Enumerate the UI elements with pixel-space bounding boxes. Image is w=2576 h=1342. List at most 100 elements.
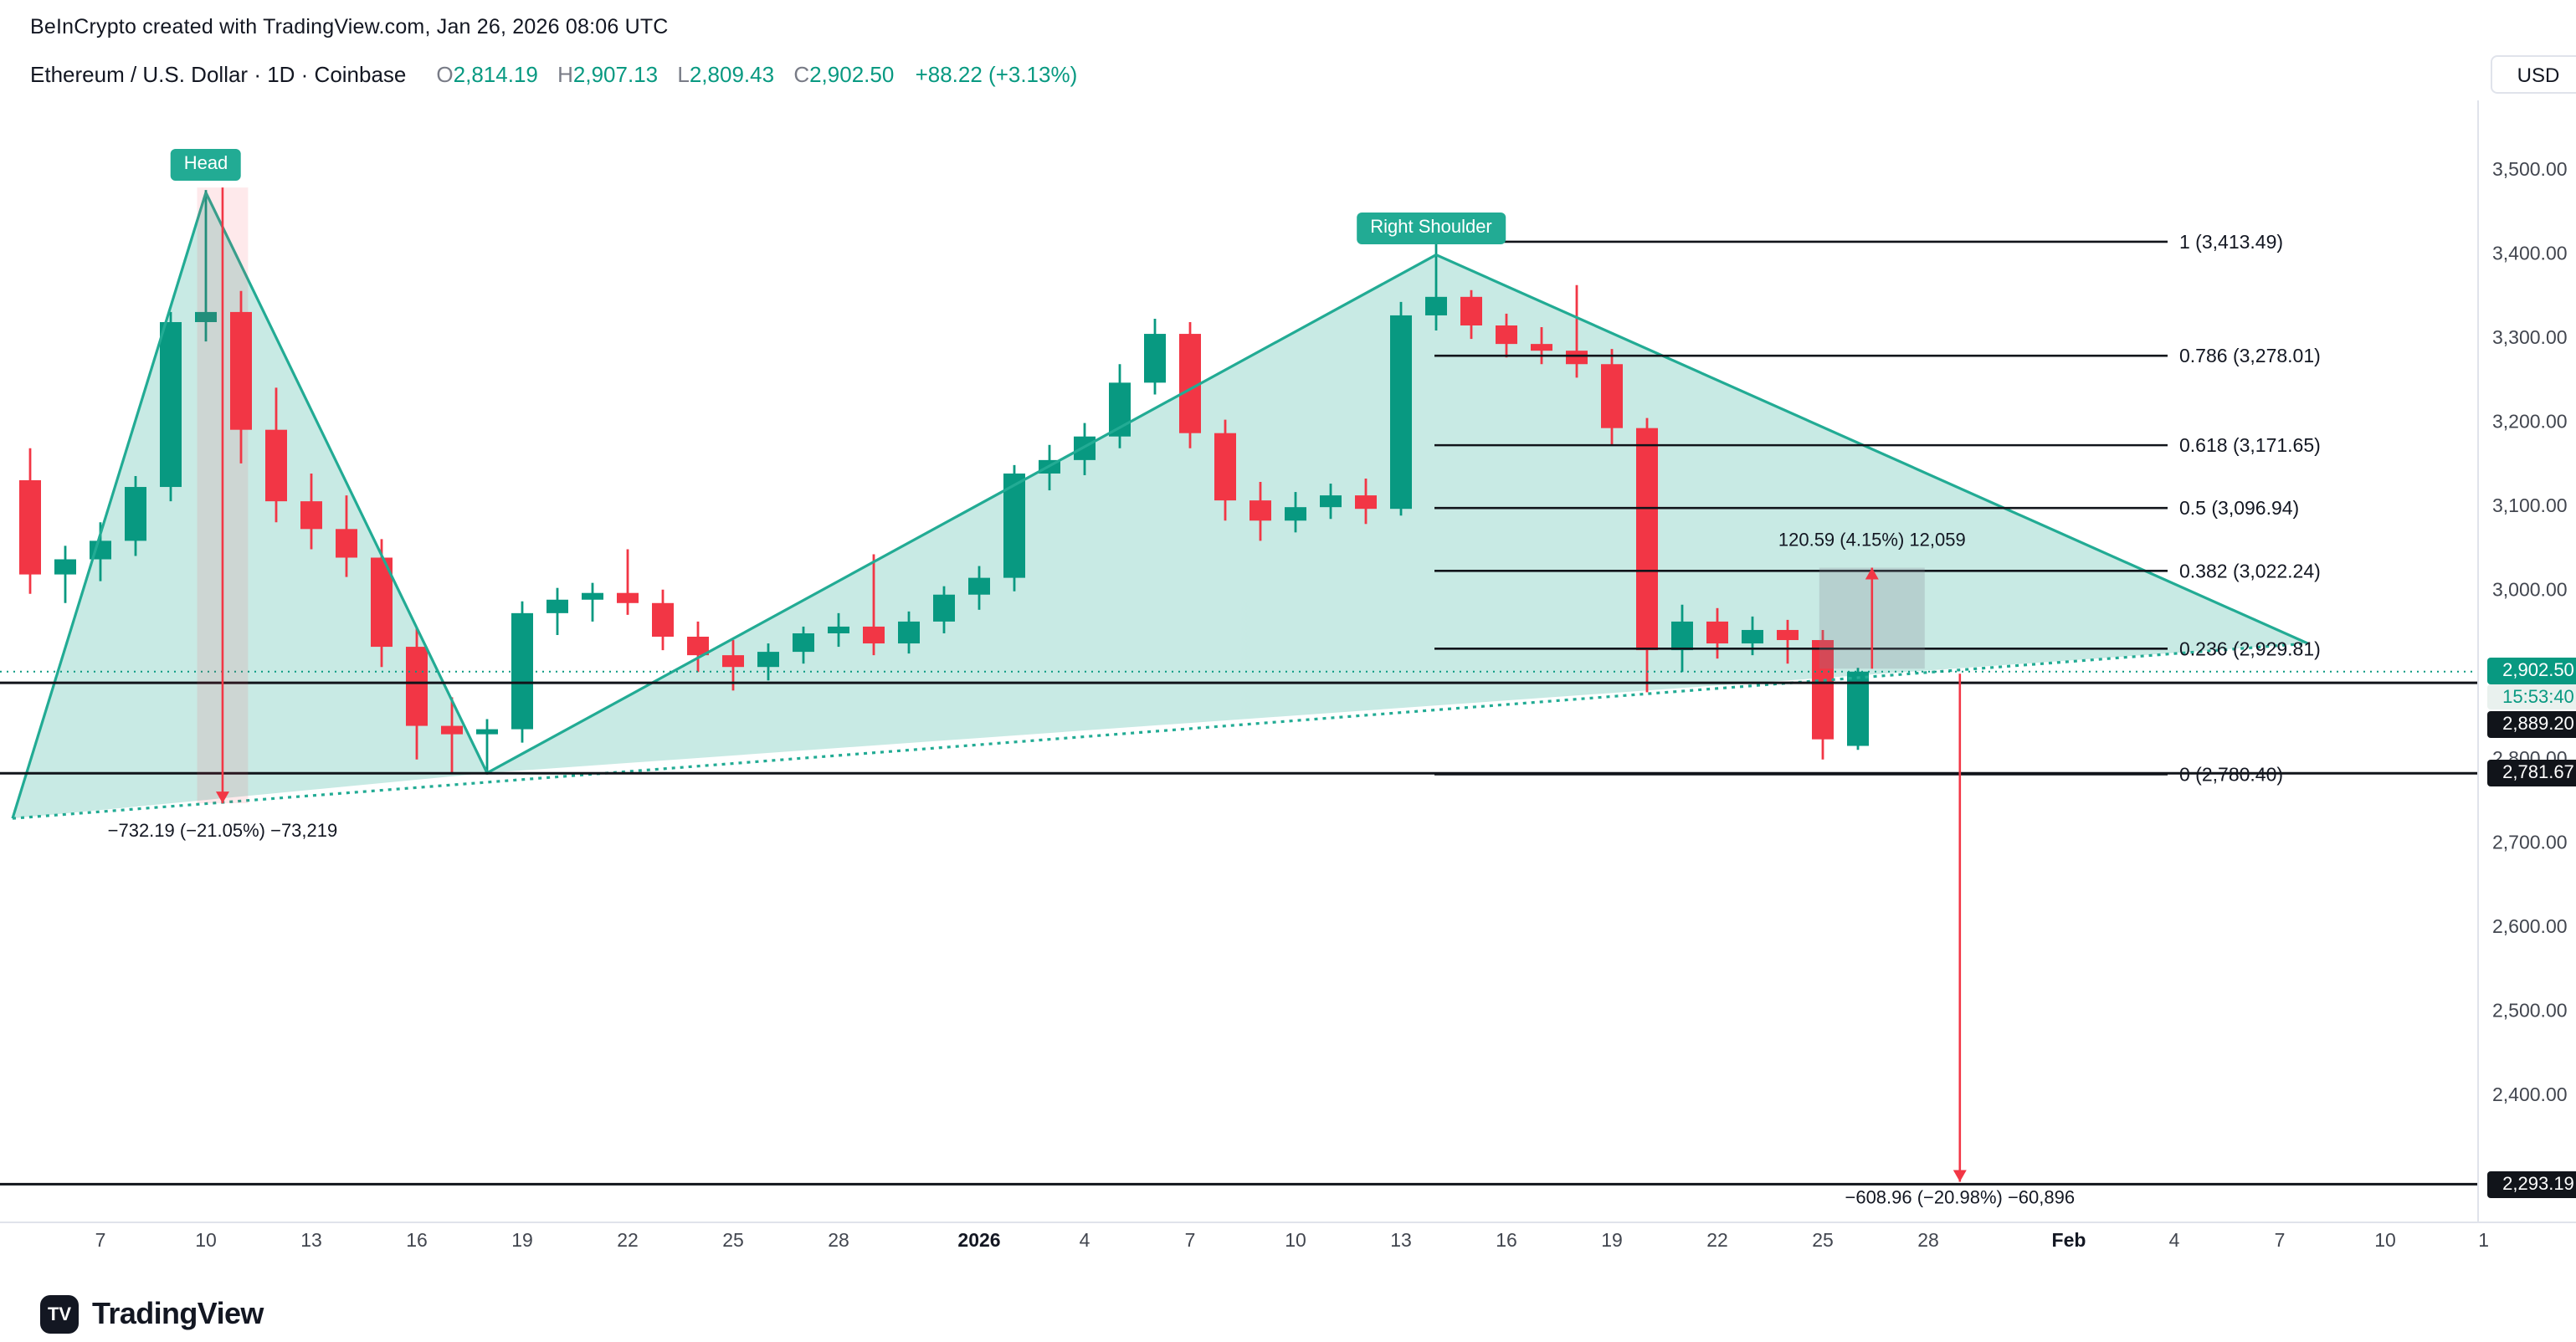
price-tick-label: 2,700.00: [2492, 831, 2568, 853]
price-tick-label: 2,500.00: [2492, 999, 2568, 1021]
candle-body: [828, 626, 849, 633]
hline-price-badge-2889: 2,889.20: [2487, 711, 2576, 738]
candle-body: [1671, 621, 1693, 651]
candle-body: [1179, 334, 1201, 433]
candle-body: [933, 594, 955, 622]
price-tick-label: 3,200.00: [2492, 411, 2568, 433]
candle-body: [1636, 428, 1658, 651]
time-tick-label: 22: [1706, 1229, 1728, 1251]
candle-body: [160, 321, 182, 488]
candle-body: [968, 577, 990, 595]
price-tick-label: 3,400.00: [2492, 243, 2568, 264]
candle-body: [1144, 334, 1166, 383]
hns-pattern-line[interactable]: [204, 192, 489, 774]
ohlc-low-letter: L: [677, 62, 690, 87]
candle-body: [1250, 500, 1271, 521]
fib-level-label: 0.5 (3,096.94): [2179, 497, 2299, 519]
hns-pattern-line[interactable]: [11, 192, 208, 819]
price-tick-label: 3,100.00: [2492, 494, 2568, 516]
fib-level-label: 0.786 (3,278.01): [2179, 345, 2321, 366]
ohlc-close-letter: C: [793, 62, 810, 87]
time-tick-label: 7: [2275, 1229, 2286, 1251]
price-tick-label: 3,000.00: [2492, 579, 2568, 601]
candle-body: [1496, 325, 1517, 345]
symbol-title[interactable]: Ethereum / U.S. Dollar · 1D · Coinbase: [30, 62, 407, 87]
candle-body: [1460, 296, 1482, 326]
candle-body: [1320, 495, 1342, 508]
candle-body: [1003, 473, 1025, 578]
measure-arrowhead: [215, 791, 229, 804]
time-tick-label: 10: [195, 1229, 217, 1251]
candle-body: [336, 529, 357, 558]
attribution-text: BeInCrypto created with TradingView.com,…: [30, 15, 669, 38]
time-tick-label: 10: [2374, 1229, 2396, 1251]
last-price-badge: 2,902.50: [2487, 658, 2576, 684]
ohlc-values: O2,814.19 H2,907.13 L2,809.43 C2,902.50 …: [423, 62, 1077, 87]
candle-body: [898, 621, 920, 644]
candle-body: [1706, 621, 1728, 644]
candle-body: [1742, 629, 1763, 644]
hns-pattern-line[interactable]: [1435, 254, 2309, 645]
candle-body: [1285, 507, 1306, 521]
fib-level-label: 0.382 (3,022.24): [2179, 560, 2321, 581]
candle-body: [1777, 629, 1799, 641]
currency-unit-button[interactable]: USD: [2491, 55, 2576, 94]
time-tick-label: 16: [406, 1229, 428, 1251]
time-tick-label: 28: [1917, 1229, 1939, 1251]
candle-body: [582, 592, 603, 600]
candle-body: [687, 637, 709, 656]
tradingview-logo[interactable]: TV TradingView: [40, 1295, 264, 1334]
hns-pattern-line[interactable]: [12, 642, 2308, 820]
time-tick-label: 4: [1080, 1229, 1090, 1251]
candle-body: [406, 647, 428, 726]
time-tick-label: 2026: [957, 1229, 1000, 1251]
candle-body: [757, 652, 779, 668]
hline-price-badge-2781: 2,781.67: [2487, 760, 2576, 786]
candle-body: [722, 655, 744, 668]
candle-body: [300, 501, 322, 530]
time-tick-label: 13: [300, 1229, 322, 1251]
time-tick-label: 16: [1496, 1229, 1517, 1251]
time-tick-label: 28: [828, 1229, 849, 1251]
ohlc-open-letter: O: [436, 62, 454, 87]
right-shoulder-pattern-label: Right Shoulder: [1357, 213, 1506, 244]
candle-body: [19, 479, 41, 575]
candle-body: [125, 487, 146, 541]
price-tick-label: 3,300.00: [2492, 326, 2568, 348]
candle-body: [54, 559, 76, 575]
candle-body: [1425, 296, 1447, 315]
hline-price-badge-2293: 2,293.19: [2487, 1171, 2576, 1198]
fib-level-label: 1 (3,413.49): [2179, 231, 2283, 253]
candle-body: [617, 592, 639, 603]
candle-body: [1601, 364, 1623, 428]
candle-body: [1812, 640, 1834, 740]
price-tick-label: 2,600.00: [2492, 915, 2568, 937]
time-tick-label: 19: [511, 1229, 533, 1251]
hns-pattern-fill-right: [487, 254, 2308, 773]
candle-body: [1531, 344, 1552, 351]
time-tick-label: 4: [2169, 1229, 2180, 1251]
time-tick-label: 1: [2478, 1229, 2489, 1251]
tradingview-wordmark: TradingView: [92, 1297, 264, 1330]
measure-label: −732.19 (−21.05%) −73,219: [108, 820, 338, 841]
time-tick-label: Feb: [2052, 1229, 2086, 1251]
hns-pattern-line[interactable]: [486, 254, 1437, 775]
candle-body: [476, 729, 498, 735]
fib-level-label: 0.236 (2,929.81): [2179, 638, 2321, 659]
measure-label: 120.59 (4.15%) 12,059: [1778, 530, 1966, 551]
candle-body: [863, 626, 885, 644]
symbol-info-bar: Ethereum / U.S. Dollar · 1D · Coinbase O…: [30, 62, 1077, 87]
price-tick-label: 3,500.00: [2492, 158, 2568, 180]
measure-label: −608.96 (−20.98%) −60,896: [1845, 1187, 2075, 1208]
time-tick-label: 25: [722, 1229, 744, 1251]
change-value: +88.22 (+3.13%): [915, 62, 1078, 87]
time-tick-label: 13: [1390, 1229, 1412, 1251]
candle-body: [1566, 351, 1588, 365]
candle-body: [195, 311, 217, 322]
candle-body: [265, 429, 287, 502]
ohlc-high-value: 2,907.13: [572, 62, 659, 87]
time-tick-label: 19: [1601, 1229, 1623, 1251]
candle-body: [1214, 433, 1236, 501]
